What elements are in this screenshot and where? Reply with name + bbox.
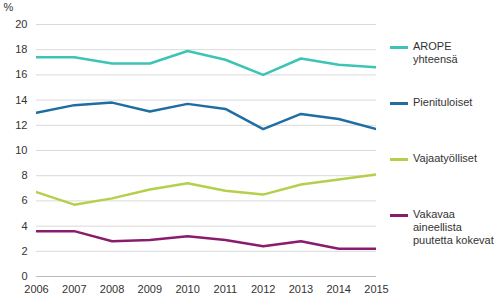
svg-text:2: 2 xyxy=(21,245,27,257)
html-text:Pienituloiset: Pienituloiset xyxy=(413,96,473,108)
svg-text:2009: 2009 xyxy=(138,283,162,295)
svg-text:2008: 2008 xyxy=(100,283,124,295)
svg-text:18: 18 xyxy=(15,43,27,55)
svg-text:%: % xyxy=(4,1,14,13)
html-text:Vajaatyölliset: Vajaatyölliset xyxy=(413,152,477,164)
svg-text:2011: 2011 xyxy=(214,283,238,295)
svg-text:14: 14 xyxy=(15,94,27,106)
svg-text:2013: 2013 xyxy=(289,283,313,295)
svg-text:2014: 2014 xyxy=(326,283,350,295)
svg-text:10: 10 xyxy=(15,144,27,156)
svg-text:16: 16 xyxy=(15,68,27,80)
svg-text:4: 4 xyxy=(21,220,27,232)
svg-text:2007: 2007 xyxy=(62,283,86,295)
svg-text:2015: 2015 xyxy=(364,283,388,295)
svg-text:12: 12 xyxy=(15,119,27,131)
svg-text:8: 8 xyxy=(21,169,27,181)
svg-text:0: 0 xyxy=(21,270,27,282)
svg-text:2012: 2012 xyxy=(251,283,275,295)
svg-text:6: 6 xyxy=(21,194,27,206)
svg-text:2006: 2006 xyxy=(24,283,48,295)
svg-text:2010: 2010 xyxy=(175,283,199,295)
html-text:Vakavaa aineellista puutetta k: Vakavaa aineellista puutetta kokevat xyxy=(413,208,494,246)
html-text:AROPE yhteensä: AROPE yhteensä xyxy=(413,40,458,65)
svg-text:20: 20 xyxy=(15,18,27,30)
